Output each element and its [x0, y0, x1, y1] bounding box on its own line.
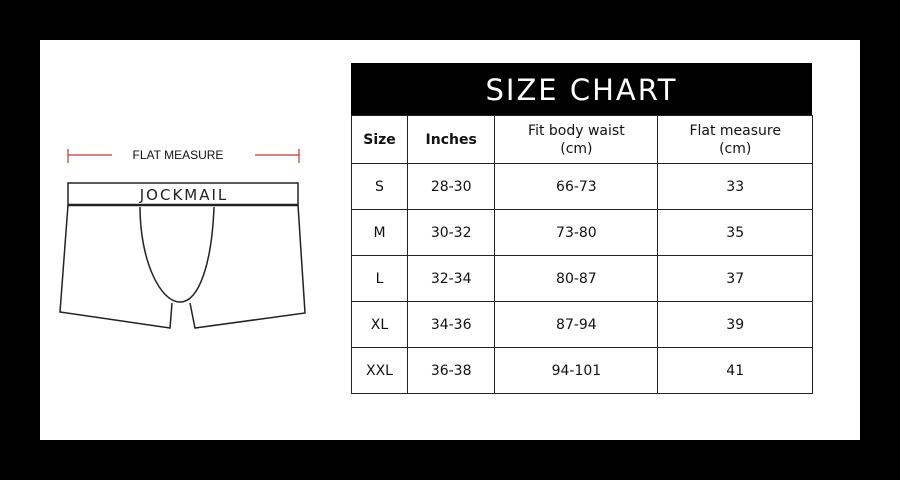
table-cell: XXL — [351, 347, 408, 394]
table-header: Size Inches Fit body waist (cm) Flat measure… — [351, 115, 813, 164]
table-cell: XL — [351, 301, 408, 348]
table-row: XXL 36-38 94-101 41 — [351, 347, 813, 394]
table-cell: 33 — [657, 163, 813, 210]
boxer-outline — [59, 182, 306, 329]
table-cell: 30-32 — [406, 209, 496, 256]
size-chart-title: SIZE CHART — [351, 63, 812, 115]
table-cell: 87-94 — [494, 301, 659, 348]
header-cell: Size — [351, 115, 408, 164]
table-cell: 35 — [657, 209, 813, 256]
table-cell: L — [351, 255, 408, 302]
table-row: S 28-30 66-73 33 — [351, 163, 813, 210]
table-cell: 66-73 — [494, 163, 659, 210]
table-cell: 73-80 — [494, 209, 659, 256]
size-chart: SIZE CHART Size Inches Fit body waist (cm) F… — [351, 63, 813, 394]
table-row: L 32-34 80-87 37 — [351, 255, 813, 302]
table-cell: M — [351, 209, 408, 256]
header-cell: Flat measure (cm) — [657, 115, 813, 164]
table-cell: 32-34 — [406, 255, 496, 302]
header-cell: Fit body waist (cm) — [494, 115, 659, 164]
flat-measure-arrow — [67, 149, 300, 163]
table-cell: 34-36 — [406, 301, 496, 348]
table-cell: S — [351, 163, 408, 210]
header-unit: (cm) — [719, 140, 752, 157]
table-cell: 36-38 — [406, 347, 496, 394]
table-cell: 39 — [657, 301, 813, 348]
header-label: Flat measure — [689, 122, 781, 139]
flat-measure-label: FLAT MEASURE — [133, 148, 224, 162]
header-unit: (cm) — [560, 140, 593, 157]
table-cell: 37 — [657, 255, 813, 302]
table-cell: 80-87 — [494, 255, 659, 302]
header-label: Fit body waist — [528, 122, 625, 139]
header-label: Inches — [425, 131, 477, 148]
size-table: Size Inches Fit body waist (cm) Flat measure… — [351, 115, 813, 394]
table-cell: 41 — [657, 347, 813, 394]
header-label: Size — [363, 131, 396, 148]
table-cell: 94-101 — [494, 347, 659, 394]
table-cell: 28-30 — [406, 163, 496, 210]
table-row: M 30-32 73-80 35 — [351, 209, 813, 256]
header-cell: Inches — [406, 115, 496, 164]
table-row: XL 34-36 87-94 39 — [351, 301, 813, 348]
brand-logo: JOCKMAIL — [139, 186, 229, 204]
